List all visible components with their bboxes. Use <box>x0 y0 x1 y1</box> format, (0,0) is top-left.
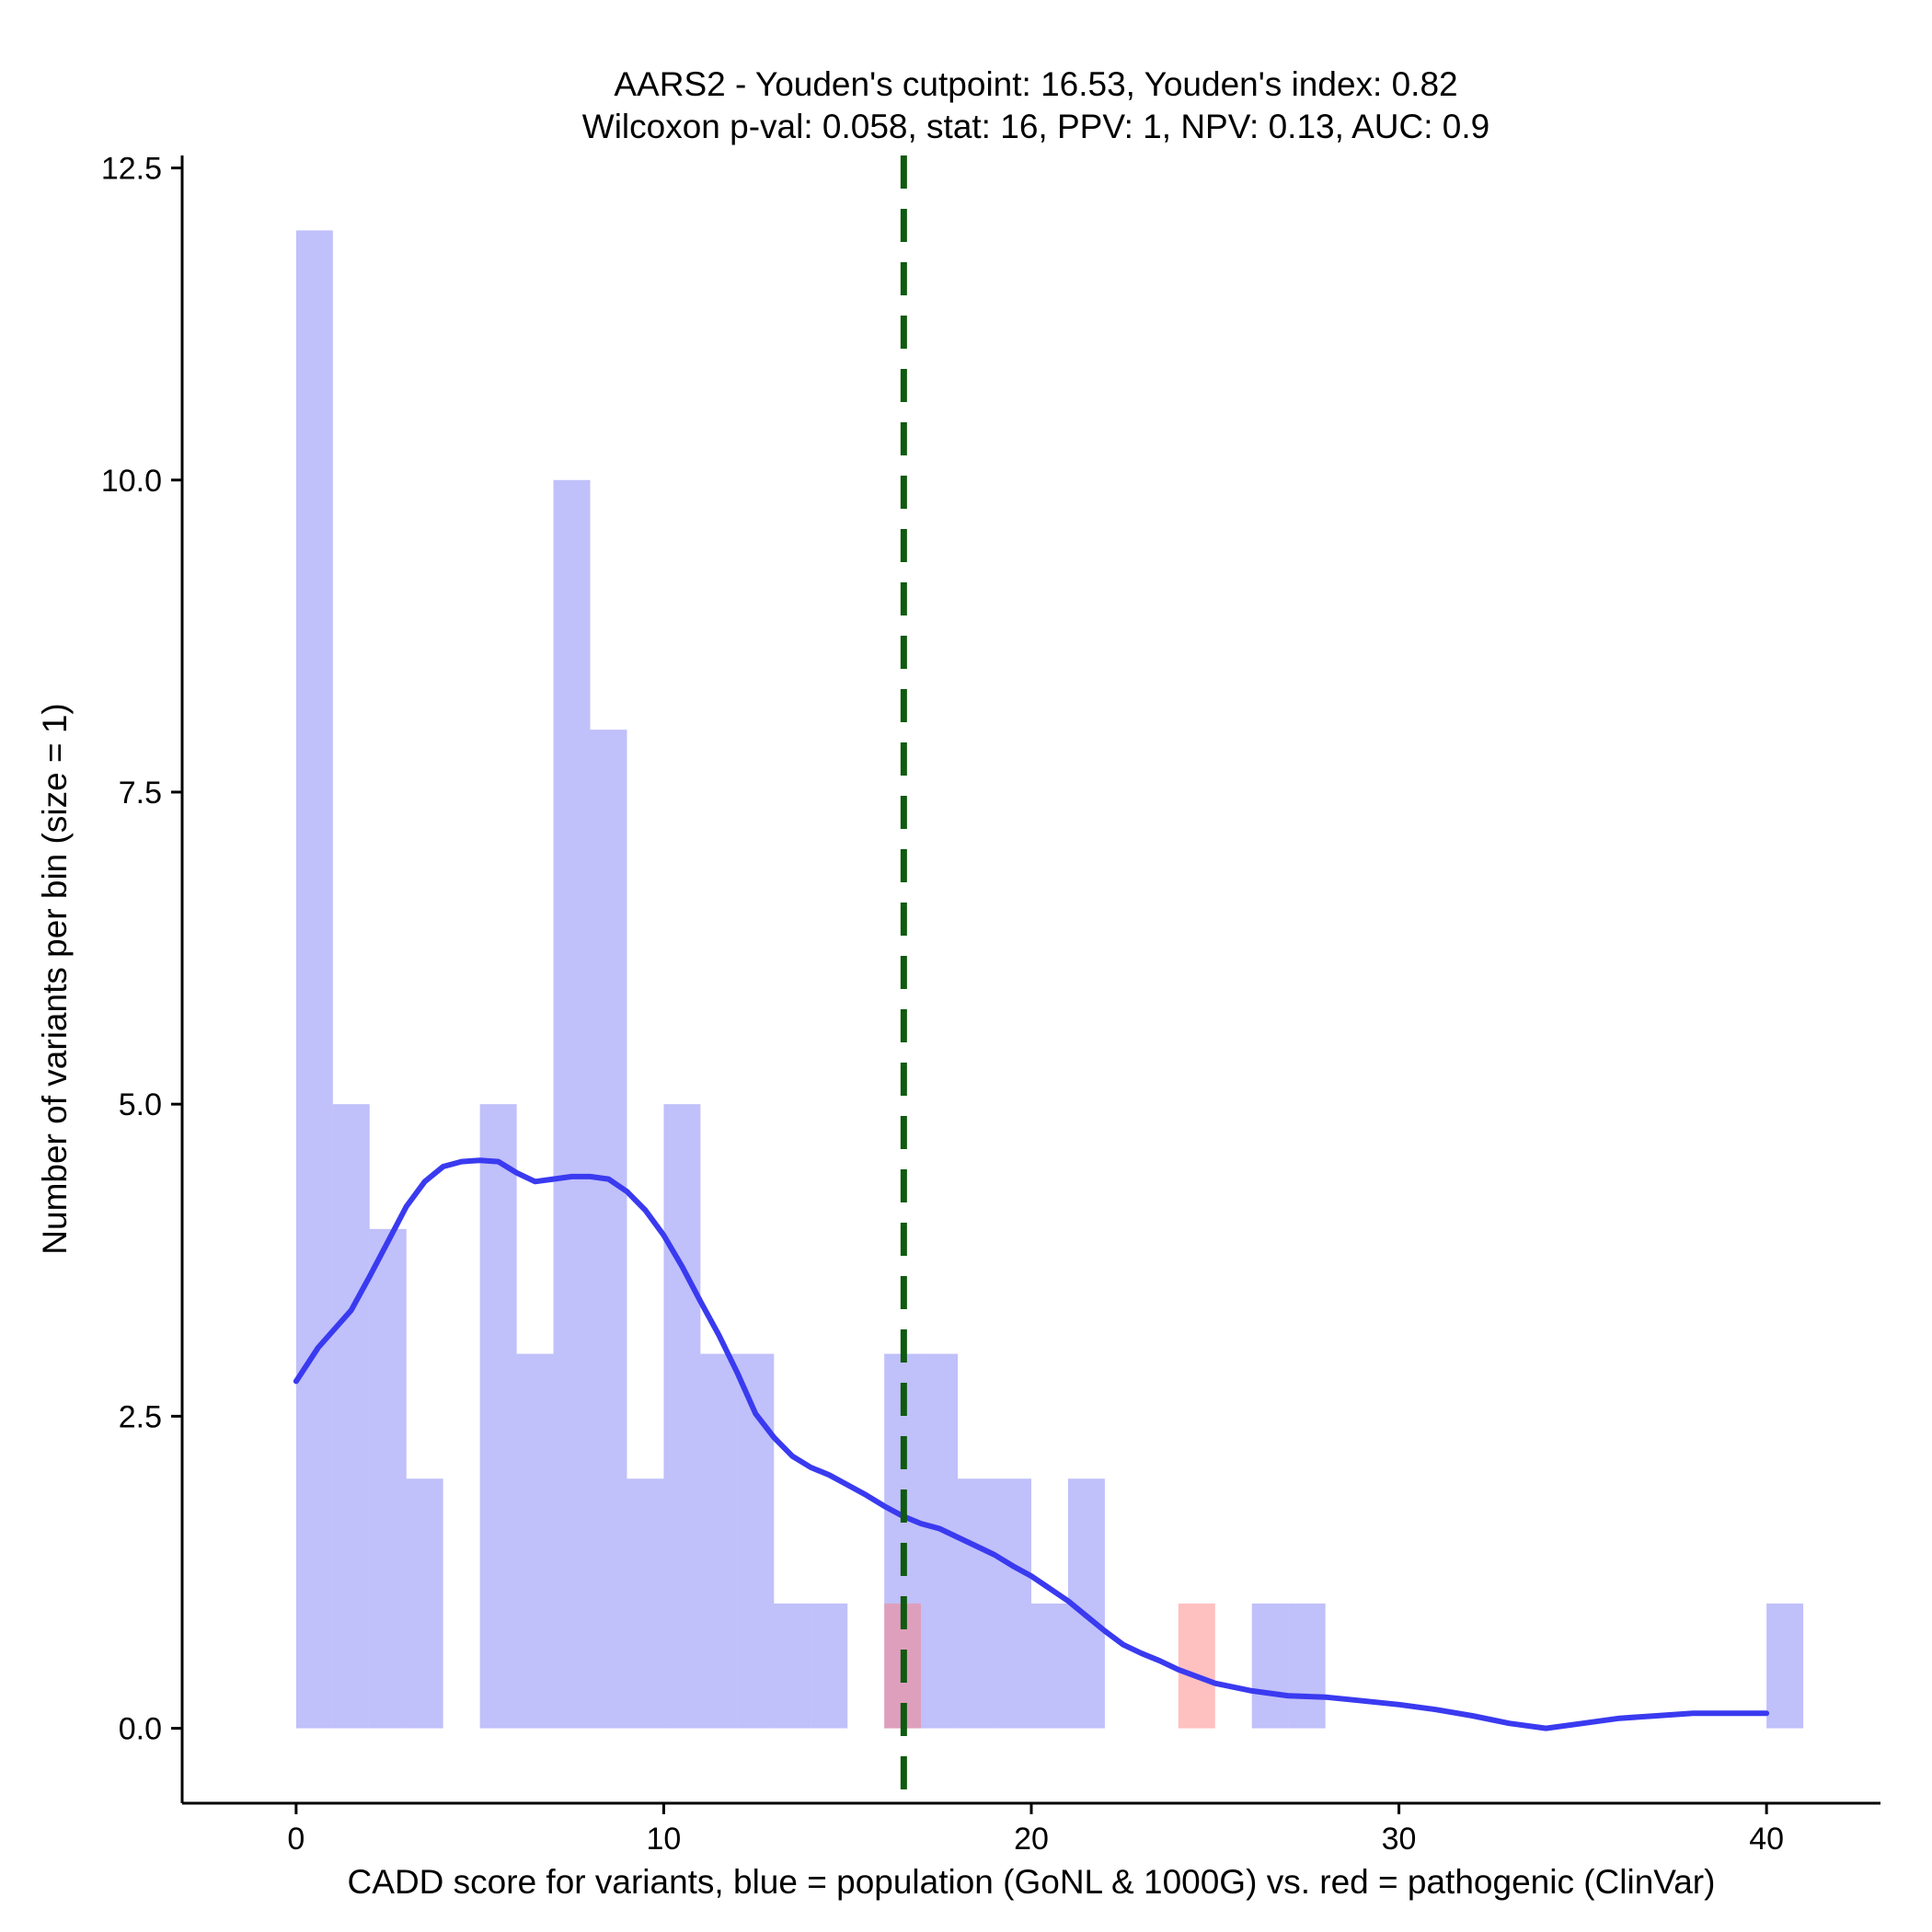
y-tick-label: 10.0 <box>101 464 162 499</box>
y-tick-label: 5.0 <box>119 1087 162 1122</box>
population-bar-18 <box>958 1478 995 1729</box>
population-bar-40 <box>1766 1603 1804 1729</box>
chart-title: AARS2 - Youden's cutpoint: 16.53, Youden… <box>614 65 1457 103</box>
population-bar-9 <box>627 1478 664 1729</box>
population-bar-10 <box>663 1104 701 1729</box>
y-tick-label: 12.5 <box>101 152 162 187</box>
population-bar-27 <box>1288 1603 1326 1729</box>
density-curve <box>293 1157 1770 1731</box>
pathogenic-bar-24 <box>1178 1603 1215 1729</box>
population-bar-0 <box>295 230 333 1729</box>
population-bar-5 <box>479 1104 517 1729</box>
y-axis-label: Number of variants per bin (size = 1) <box>36 703 74 1254</box>
chart-subtitle: Wilcoxon p-val: 0.058, stat: 16, PPV: 1,… <box>582 108 1489 145</box>
x-tick-label: 20 <box>1014 1822 1049 1857</box>
y-tick-label: 0.0 <box>119 1712 162 1747</box>
population-bar-19 <box>995 1478 1031 1729</box>
population-bar-7 <box>553 479 591 1729</box>
population-bar-2 <box>369 1228 407 1729</box>
density-curve-layer <box>293 1157 1770 1731</box>
population-bar-11 <box>700 1353 738 1729</box>
x-tick-label: 10 <box>647 1822 682 1857</box>
population-bar-26 <box>1251 1603 1289 1729</box>
population-bar-8 <box>590 730 627 1729</box>
y-axis-ticks: 0.0 2.5 5.0 7.5 10.0 12.5 <box>101 152 182 1747</box>
y-tick-label: 7.5 <box>119 776 162 811</box>
x-tick-label: 0 <box>287 1822 305 1857</box>
population-bar-14 <box>811 1603 848 1729</box>
x-tick-label: 40 <box>1749 1822 1784 1857</box>
population-bar-1 <box>332 1104 370 1729</box>
x-axis-ticks: 0 10 20 30 40 <box>287 1803 1784 1857</box>
x-tick-label: 30 <box>1382 1822 1417 1857</box>
y-tick-label: 2.5 <box>119 1399 162 1434</box>
population-bar-20 <box>1031 1603 1068 1729</box>
x-axis-label: CADD score for variants, blue = populati… <box>348 1863 1716 1901</box>
population-bar-13 <box>774 1603 811 1729</box>
population-bar-3 <box>406 1478 443 1729</box>
population-bar-17 <box>921 1353 959 1729</box>
population-bar-6 <box>516 1353 554 1729</box>
histogram-bars <box>295 230 1804 1729</box>
